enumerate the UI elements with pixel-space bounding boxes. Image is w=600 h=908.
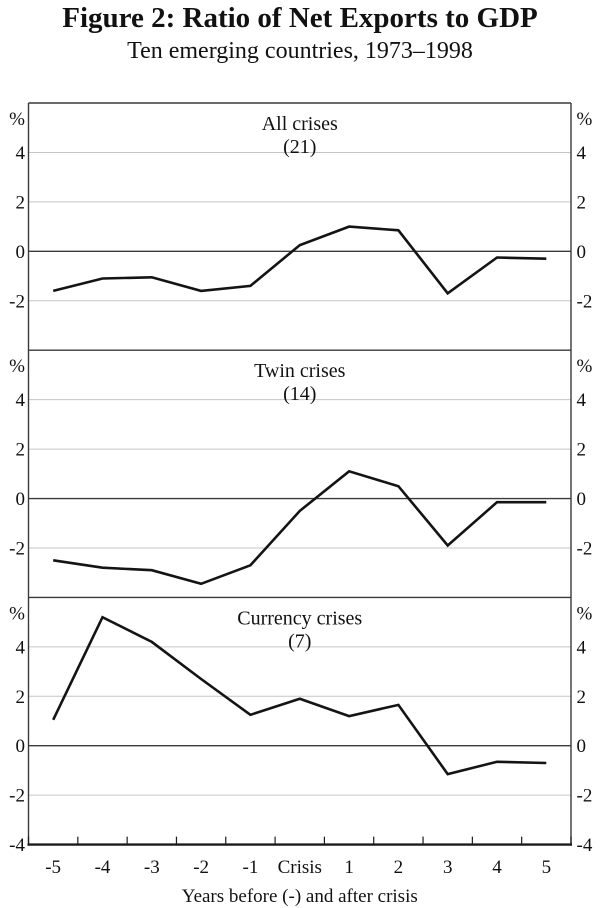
y-tick-label-right: 2 (577, 440, 587, 461)
x-tick-label: -3 (144, 857, 160, 878)
panel-currency-crises: 4 4 2 2 0 0 -2 -2% % Currency crises(7) (9, 603, 592, 806)
x-tick-label: -2 (193, 857, 209, 878)
x-tick-label: 1 (344, 857, 354, 878)
panel-count: (14) (283, 383, 316, 405)
y-tick-label-right: 4 (577, 637, 587, 658)
y-tick-label-left: 2 (16, 687, 26, 708)
y-tick-label-right: 4 (577, 143, 587, 164)
x-tick-label: 3 (443, 857, 453, 878)
y-tick-label-right: 0 (577, 489, 587, 510)
chart-frame: -4 -4 (9, 102, 593, 856)
y-tick-label-right: 0 (577, 736, 587, 757)
y-tick-label-right: -2 (577, 538, 593, 559)
panel-title: All crises (262, 113, 338, 135)
x-tick-label: -4 (95, 857, 111, 878)
x-axis-title: Years before (-) and after crisis (182, 886, 418, 907)
x-tick-label: 5 (542, 857, 552, 878)
y-tick-label-left: -2 (9, 538, 25, 559)
y-tick-label-left: 2 (16, 440, 26, 461)
y-axis-unit-left: % (9, 356, 25, 377)
series-line-twin-crises (53, 469, 547, 586)
x-axis-labels: -5 -4 -3 -2 -1 Crisis 1 2 3 4 5 Years before (-) an… (45, 857, 551, 907)
y-axis-unit-left: % (9, 603, 25, 624)
y-tick-label-left: 4 (16, 637, 26, 658)
y-tick-label-left: 4 (16, 390, 26, 411)
y-tick-label-left: 0 (16, 489, 26, 510)
x-tick-label: -5 (45, 857, 61, 878)
y-axis-unit-right: % (577, 356, 593, 377)
panel-count: (7) (288, 630, 311, 652)
y-tick-label-left: -2 (9, 291, 25, 312)
y-bottom-label-right: -4 (577, 835, 593, 856)
y-tick-label-right: 0 (577, 242, 587, 263)
panel-title: Twin crises (254, 360, 346, 382)
figure-title: Figure 2: Ratio of Net Exports to GDP (62, 2, 538, 34)
figure-subtitle: Ten emerging countries, 1973–1998 (127, 38, 473, 64)
y-axis-unit-left: % (9, 109, 25, 130)
panel-twin-crises: 4 4 2 2 0 0 -2 -2% % Twin crises(14) (9, 356, 593, 586)
y-tick-label-right: -2 (577, 786, 593, 807)
y-tick-label-left: 0 (16, 736, 26, 757)
panel-title: Currency crises (237, 607, 362, 629)
panel-count: (21) (283, 136, 316, 158)
y-bottom-label-left: -4 (9, 835, 25, 856)
x-tick-label: Crisis (278, 857, 322, 878)
y-tick-label-right: 2 (577, 192, 587, 213)
y-tick-label-right: 4 (577, 390, 587, 411)
x-tick-label: -1 (243, 857, 259, 878)
y-tick-label-right: -2 (577, 291, 593, 312)
y-tick-label-left: 4 (16, 143, 26, 164)
series-line-all-crises (52, 225, 547, 296)
y-tick-label-left: 0 (16, 242, 26, 263)
panel-all-crises: 4 4 2 2 0 0 -2 -2% % All crises(21) (9, 109, 592, 312)
y-tick-label-left: -2 (9, 786, 25, 807)
y-axis-unit-right: % (577, 603, 593, 624)
y-axis-unit-right: % (577, 109, 593, 130)
x-tick-label: 2 (394, 857, 404, 878)
series-line-currency-crises (52, 615, 547, 776)
y-tick-label-left: 2 (16, 192, 26, 213)
x-tick-label: 4 (492, 857, 502, 878)
y-tick-label-right: 2 (577, 687, 587, 708)
